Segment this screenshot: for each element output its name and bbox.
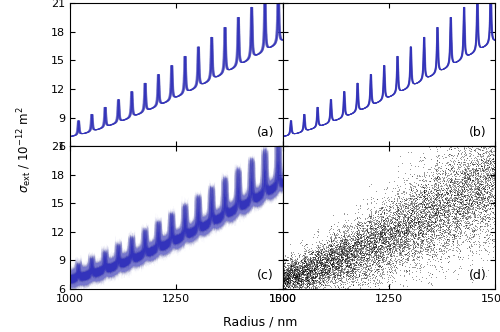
Text: (a): (a)	[256, 126, 274, 139]
Text: $\sigma_{\rm ext}$ / 10$^{-12}$ m$^2$: $\sigma_{\rm ext}$ / 10$^{-12}$ m$^2$	[15, 106, 34, 193]
Text: (d): (d)	[469, 269, 486, 282]
Text: (b): (b)	[469, 126, 486, 139]
Text: (c): (c)	[257, 269, 274, 282]
Text: Radius / nm: Radius / nm	[223, 316, 297, 329]
